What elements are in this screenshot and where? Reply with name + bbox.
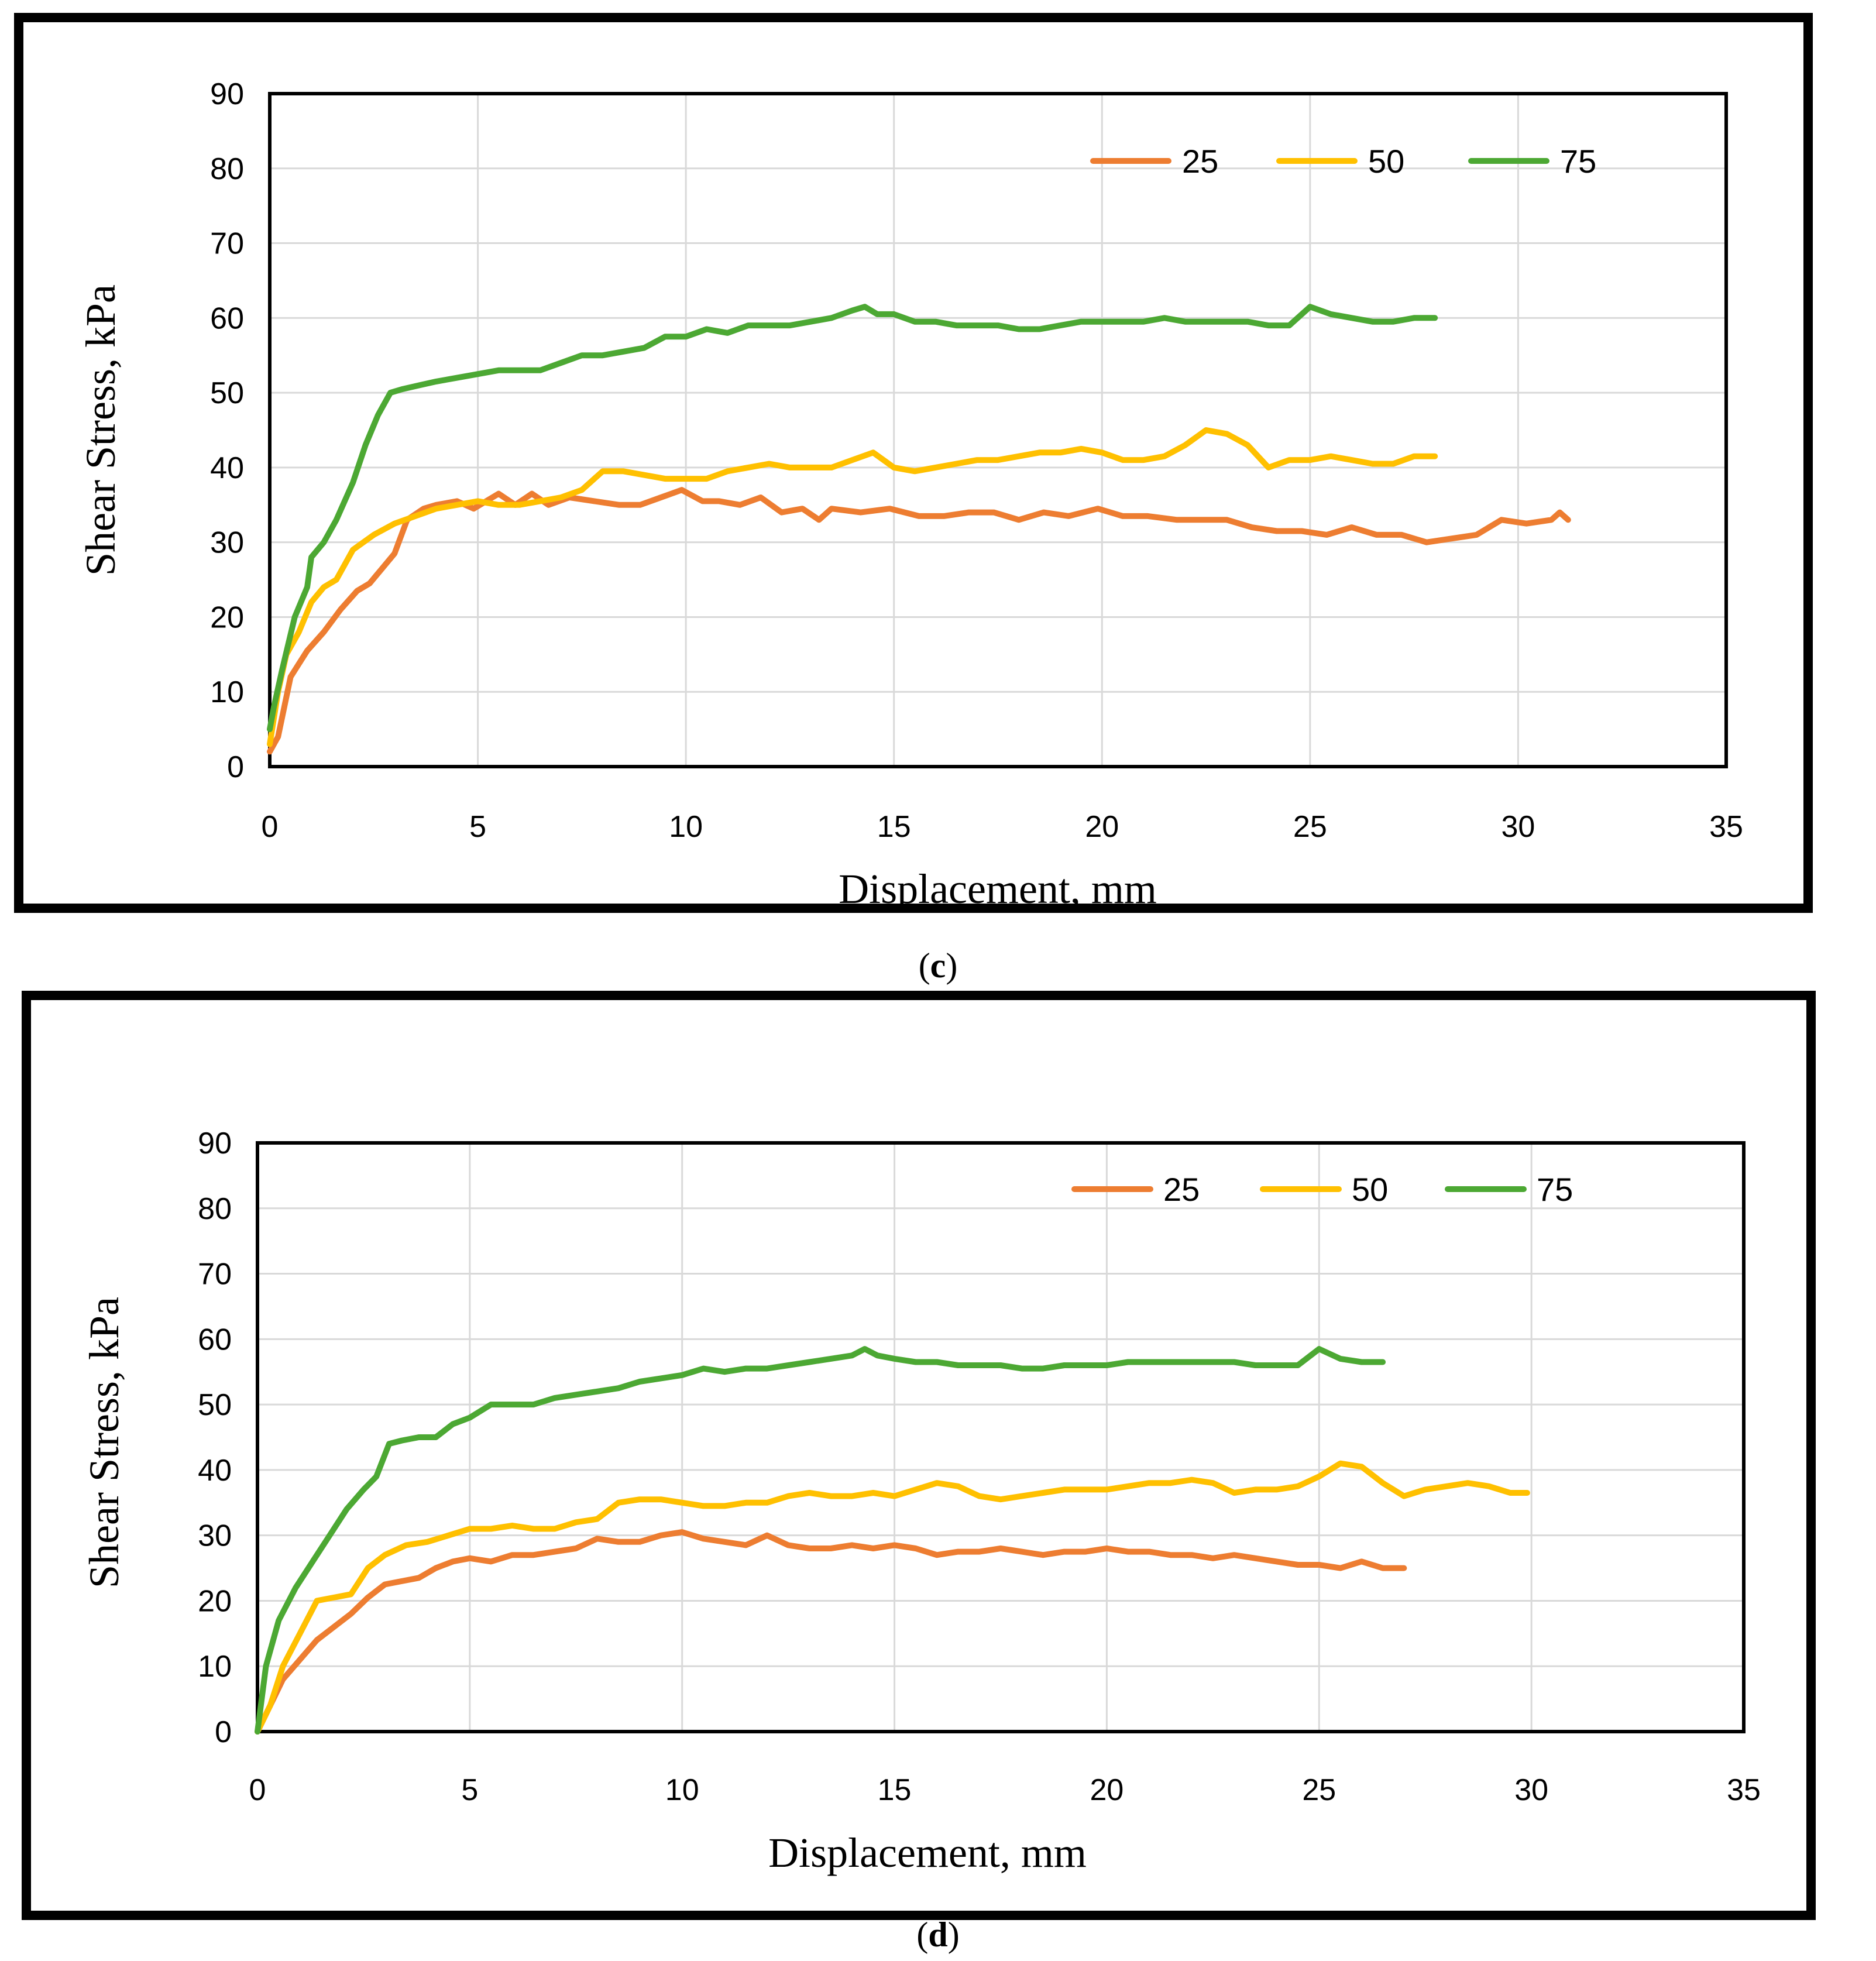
plot-area-frame	[268, 92, 1728, 768]
y-tick-label: 60	[198, 1323, 232, 1356]
y-tick-label: 50	[210, 376, 244, 410]
caption-letter: c	[930, 946, 946, 985]
y-tick-label: 80	[210, 152, 244, 186]
y-tick-label: 90	[210, 77, 244, 111]
x-tick-label: 5	[469, 810, 486, 844]
caption-close-paren: )	[948, 1915, 960, 1954]
y-tick-label: 20	[210, 600, 244, 634]
legend-label-75: 75	[1560, 143, 1596, 180]
x-tick-label: 25	[1293, 810, 1327, 844]
x-tick-label: 15	[877, 810, 911, 844]
gridlines	[256, 1142, 1745, 1733]
y-tick-label: 10	[210, 675, 244, 709]
y-tick-label: 70	[210, 227, 244, 261]
x-tick-label: 20	[1085, 810, 1119, 844]
panel-border	[22, 991, 1816, 1920]
y-tick-label: 50	[198, 1388, 232, 1422]
caption-open-paren: (	[919, 946, 930, 985]
y-tick-label: 20	[198, 1584, 232, 1618]
legend-label-25: 25	[1163, 1171, 1200, 1208]
y-tick-label: 0	[215, 1715, 232, 1749]
y-tick-label: 40	[210, 451, 244, 485]
y-tick-label: 70	[198, 1258, 232, 1292]
panel-caption: (d)	[916, 1915, 959, 1954]
y-tick-label: 80	[198, 1192, 232, 1226]
x-tick-label: 0	[262, 810, 279, 844]
caption-close-paren: )	[946, 946, 957, 985]
x-tick-label: 20	[1090, 1773, 1124, 1807]
legend-label-25: 25	[1182, 143, 1218, 180]
series-line-75	[267, 304, 1438, 733]
series-line-75	[255, 1346, 1386, 1735]
x-axis-title: Displacement, mm	[768, 1829, 1087, 1876]
y-tick-label: 60	[210, 301, 244, 335]
x-tick-label: 10	[665, 1773, 699, 1807]
x-tick-label: 10	[669, 810, 703, 844]
legend-label-50: 50	[1368, 143, 1404, 180]
panel-border	[14, 13, 1813, 913]
plot-area-frame	[256, 1141, 1746, 1733]
panel-caption: (c)	[919, 946, 958, 985]
caption-open-paren: (	[916, 1915, 928, 1954]
x-tick-label: 5	[461, 1773, 478, 1807]
y-tick-label: 30	[210, 526, 244, 560]
legend-label-75: 75	[1537, 1171, 1573, 1208]
series-line-50	[267, 427, 1438, 747]
y-axis-title: Shear Stress, kPa	[81, 1297, 128, 1588]
gridlines	[269, 92, 1727, 768]
legend: 25 50 75	[1090, 143, 1596, 180]
y-tick-label: 0	[227, 750, 244, 784]
y-tick-label: 40	[198, 1454, 232, 1488]
y-tick-label: 10	[198, 1650, 232, 1684]
series-line-50	[255, 1460, 1530, 1735]
x-tick-label: 15	[878, 1773, 912, 1807]
x-tick-label: 25	[1302, 1773, 1336, 1807]
legend: 25 50 75	[1071, 1171, 1573, 1208]
x-axis-title: Displacement, mm	[839, 866, 1157, 912]
x-tick-label: 0	[249, 1773, 266, 1807]
chart-panel-c: 0 10 20 30 40 50 60 70 80 90 0 5 10 15 20 25 30 35 Displac…	[14, 13, 1813, 913]
chart-panel-d: 0 10 20 30 40 50 60 70 80 90 0 5 10 15 20 25 30 35 Displac…	[22, 991, 1816, 1920]
legend-label-50: 50	[1352, 1171, 1388, 1208]
x-tick-label: 35	[1727, 1773, 1761, 1807]
x-tick-label: 35	[1709, 810, 1743, 844]
x-tick-label: 30	[1514, 1773, 1548, 1807]
series-line-25	[255, 1529, 1407, 1735]
y-tick-label: 30	[198, 1519, 232, 1553]
x-tick-label: 30	[1502, 810, 1535, 844]
y-tick-label: 90	[198, 1127, 232, 1160]
caption-letter: d	[928, 1915, 947, 1954]
y-axis-title: Shear Stress, kPa	[77, 284, 124, 576]
series-line-25	[267, 487, 1571, 755]
